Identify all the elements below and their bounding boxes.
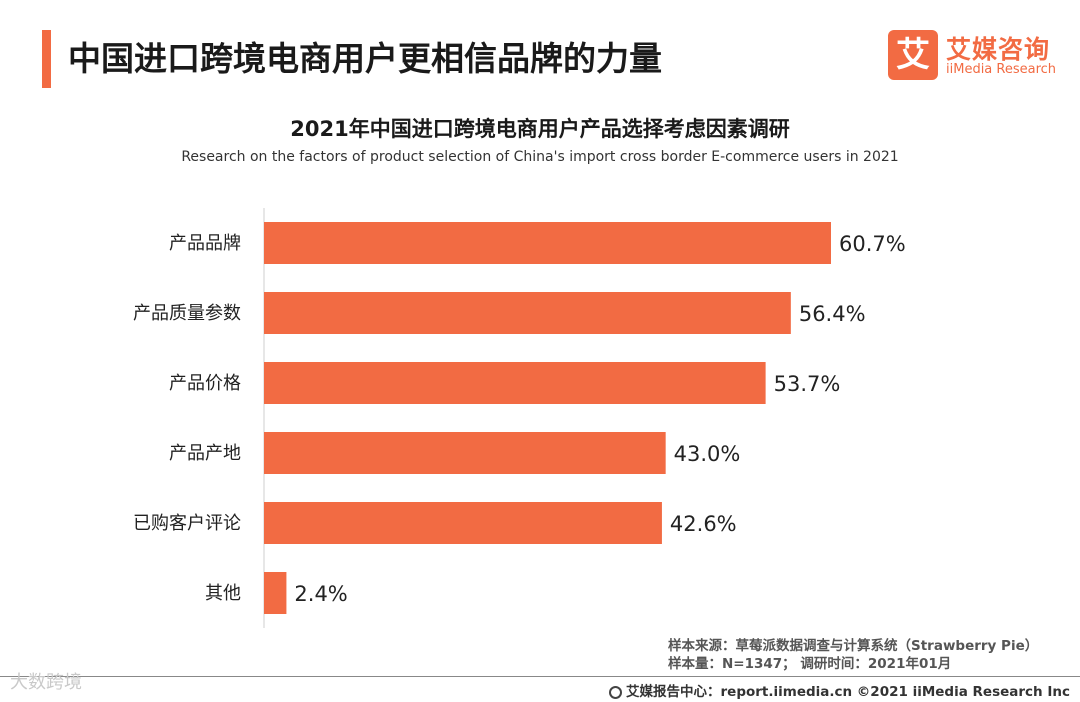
- bar: [264, 572, 287, 614]
- iimedia-logo: 艾 艾媒咨询 iiMedia Research: [888, 30, 1063, 82]
- logo-en-text: iiMedia Research: [946, 62, 1057, 77]
- bar: [264, 222, 831, 264]
- bar: [264, 502, 662, 544]
- globe-icon: [609, 686, 622, 699]
- page-title: 中国进口跨境电商用户更相信品牌的力量: [68, 39, 662, 78]
- bar: [264, 362, 766, 404]
- footer-divider: [0, 676, 1080, 677]
- data-label: 43.0%: [674, 442, 741, 466]
- chart-title: 2021年中国进口跨境电商用户产品选择考虑因素调研: [290, 117, 790, 141]
- data-label: 60.7%: [839, 232, 906, 256]
- data-label: 42.6%: [670, 512, 737, 536]
- chart-subtitle: Research on the factors of product selec…: [181, 149, 899, 165]
- bar: [264, 292, 791, 334]
- sample-size-note: 样本量：N=1347； 调研时间：2021年01月: [668, 656, 952, 672]
- category-label: 已购客户评论: [133, 513, 241, 534]
- category-label: 产品产地: [169, 443, 241, 464]
- footer-credit: 艾媒报告中心：report.iimedia.cn ©2021 iiMedia R…: [609, 680, 1070, 700]
- category-label: 产品价格: [169, 373, 241, 394]
- category-label: 产品品牌: [169, 233, 241, 254]
- bar: [264, 432, 666, 474]
- category-label: 其他: [205, 583, 241, 604]
- title-accent-bar: [42, 30, 51, 88]
- sample-source-note: 样本来源：草莓派数据调查与计算系统（Strawberry Pie）: [668, 638, 1039, 654]
- data-label: 56.4%: [799, 302, 866, 326]
- footer-credit-text: 艾媒报告中心：report.iimedia.cn ©2021 iiMedia R…: [626, 684, 1070, 700]
- data-label: 53.7%: [774, 372, 841, 396]
- data-label: 2.4%: [294, 582, 347, 606]
- logo-cn-text: 艾媒咨询: [946, 35, 1051, 64]
- watermark: 大数跨境: [10, 672, 82, 693]
- category-label: 产品质量参数: [133, 303, 241, 324]
- logo-mark-icon: 艾: [888, 30, 938, 80]
